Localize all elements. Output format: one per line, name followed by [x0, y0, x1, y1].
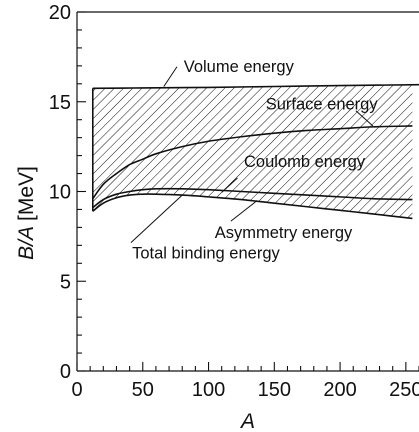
y-tick-label: 0 — [60, 361, 71, 383]
y-axis-title-unit: [MeV] — [15, 166, 38, 221]
x-tick-label: 150 — [258, 379, 291, 401]
total-binding-energy-curve — [92, 193, 413, 220]
y-tick-label: 20 — [49, 2, 71, 24]
x-tick-label: 250 — [389, 379, 419, 401]
surface-energy-curve — [92, 125, 413, 200]
coulomb-energy-label: Coulomb energy — [244, 153, 366, 171]
annotation-leaders — [130, 66, 374, 244]
coulomb-energy-curve — [92, 187, 413, 209]
y-tick-label: 15 — [49, 92, 71, 114]
coulomb-energy-hatch — [92, 125, 413, 208]
surface-energy-label: Surface energy — [266, 96, 379, 114]
y-tick-label: 5 — [60, 271, 71, 293]
axis-ticks — [76, 11, 419, 372]
surface-energy-leader — [355, 110, 374, 127]
y-axis-title: B/A [MeV] — [15, 166, 38, 260]
x-tick-label: 0 — [71, 379, 82, 401]
series-curves — [91, 83, 419, 220]
annotations: Volume energy Surface energy Coulomb energ… — [132, 58, 378, 263]
surface-energy-hatch — [92, 84, 413, 199]
coulomb-energy-leader — [221, 177, 238, 193]
asymmetry-energy-hatch — [92, 188, 413, 219]
y-tick-label: 10 — [49, 182, 71, 204]
x-tick-label: 200 — [323, 379, 356, 401]
x-axis-title: A — [239, 410, 255, 432]
volume-energy-label: Volume energy — [184, 58, 295, 76]
total-binding-energy-leader — [130, 194, 183, 244]
hatched-regions — [92, 84, 413, 219]
x-tick-label: 50 — [132, 379, 154, 401]
plot-area — [91, 83, 419, 220]
volume-energy-curve — [92, 83, 419, 90]
asymmetry-energy-leader — [230, 200, 258, 222]
x-tick-label: 100 — [192, 379, 225, 401]
total-binding-energy-label: Total binding energy — [132, 245, 280, 263]
asymmetry-energy-label: Asymmetry energy — [215, 224, 353, 242]
tick-labels: 0 50 100 150 200 250 0 5 10 15 20 — [49, 2, 419, 401]
volume-energy-leader — [163, 66, 178, 87]
y-axis-title-main: B/A — [15, 226, 38, 260]
